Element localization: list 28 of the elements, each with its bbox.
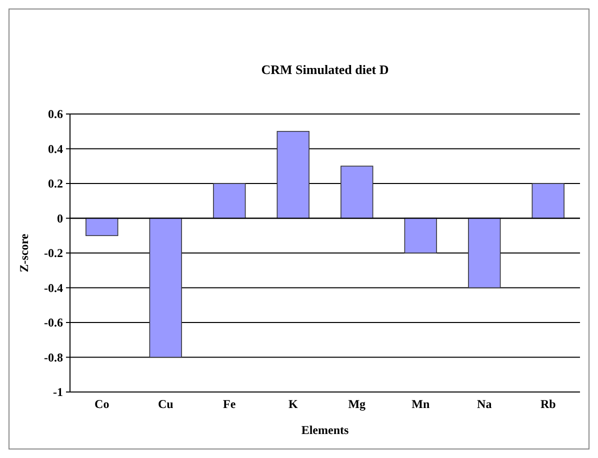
x-axis-title: Elements xyxy=(301,423,349,437)
y-tick-label: 0.6 xyxy=(48,107,63,122)
x-tick-label: K xyxy=(288,397,298,411)
x-tick-label: Mn xyxy=(412,397,430,411)
y-tick-label: 0.4 xyxy=(48,142,63,156)
bar xyxy=(404,218,437,254)
y-tick-label: 0 xyxy=(57,211,63,226)
y-tick-label: -0.2 xyxy=(44,246,63,260)
bar xyxy=(86,218,118,236)
bar xyxy=(213,183,246,219)
bar xyxy=(340,166,374,219)
y-tick-label: -0.6 xyxy=(44,316,63,330)
y-tick-label: 0.2 xyxy=(48,176,63,191)
y-tick-label: -0.8 xyxy=(44,350,63,364)
y-tick-label: -1 xyxy=(53,385,63,400)
bar xyxy=(532,183,564,219)
x-tick-label: Rb xyxy=(540,397,556,411)
bar xyxy=(468,218,501,288)
bar xyxy=(149,218,182,358)
x-tick-label: Mg xyxy=(348,397,366,411)
x-tick-label: Co xyxy=(94,397,110,411)
y-tick-label: -0.4 xyxy=(44,280,63,295)
chart-title: CRM Simulated diet D xyxy=(261,62,389,77)
x-tick-label: Cu xyxy=(158,397,174,411)
x-tick-label: Na xyxy=(477,397,492,411)
x-tick-label: Fe xyxy=(223,397,236,411)
y-axis-title: Z-score xyxy=(17,233,31,272)
bar xyxy=(276,130,310,219)
